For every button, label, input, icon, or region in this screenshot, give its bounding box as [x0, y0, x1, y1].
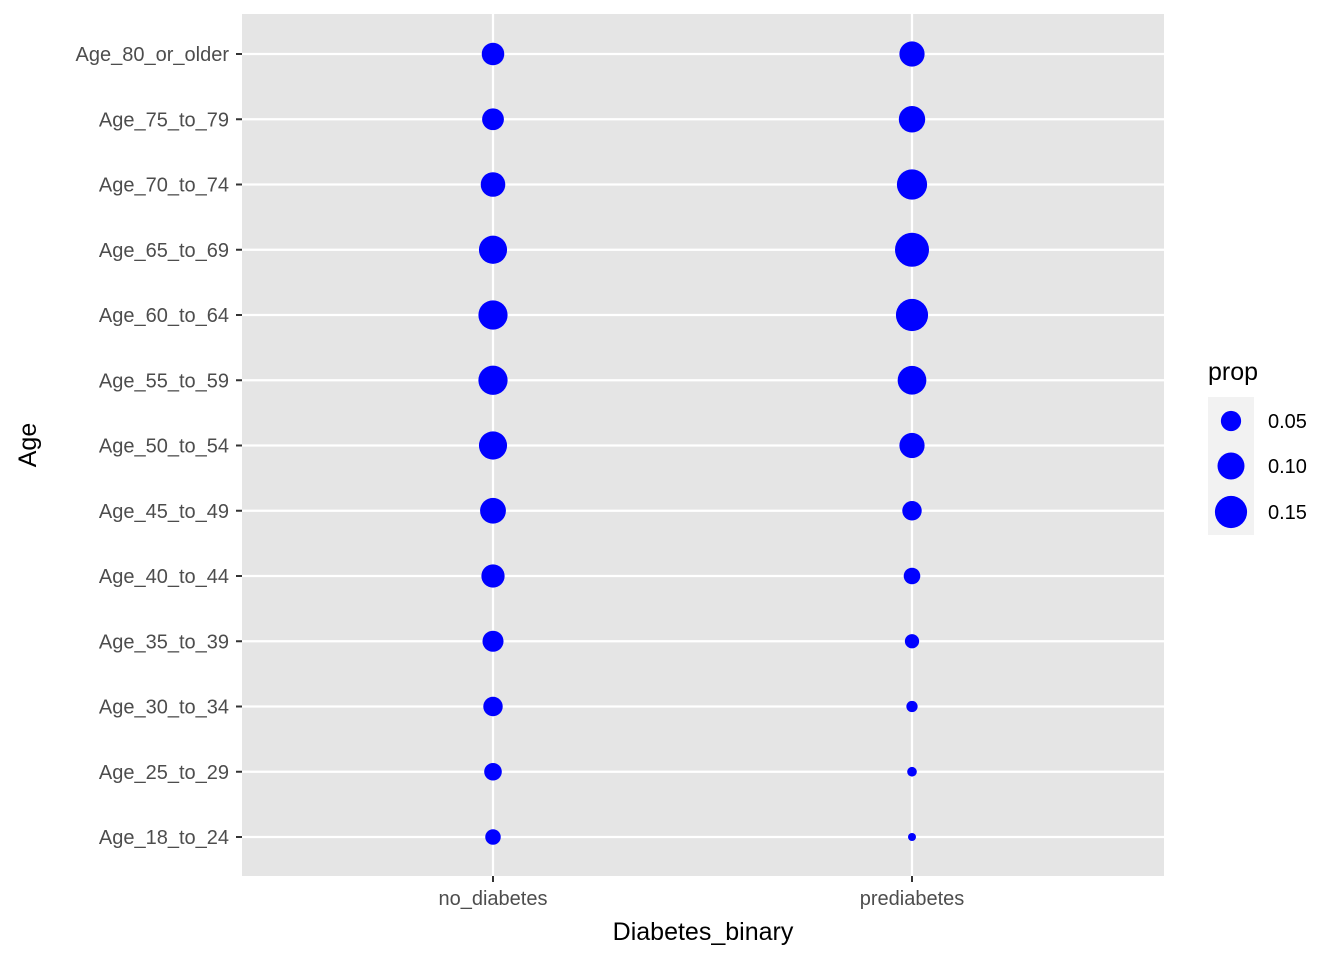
- y-tick-label: Age_35_to_39: [99, 631, 229, 653]
- data-point: [483, 696, 503, 717]
- y-axis-title: Age: [14, 423, 42, 467]
- data-point: [907, 766, 917, 777]
- legend-key: [1214, 495, 1248, 529]
- data-point: [485, 829, 501, 845]
- y-tick-label: Age_75_to_79: [99, 109, 229, 131]
- legend-label: 0.05: [1268, 411, 1307, 433]
- data-point: [899, 432, 925, 459]
- data-point: [903, 567, 921, 585]
- data-point: [480, 497, 506, 524]
- data-point: [478, 235, 508, 264]
- legend: prop 0.05 0.10 0.15: [1208, 358, 1307, 535]
- y-tick-label: Age_45_to_49: [99, 501, 229, 523]
- y-tick-label: Age_60_to_64: [99, 305, 229, 327]
- data-point: [478, 300, 508, 330]
- x-axis-title: Diabetes_binary: [613, 918, 794, 946]
- data-point: [478, 365, 508, 395]
- y-tick-label: Age_25_to_29: [99, 762, 229, 784]
- data-point: [908, 833, 916, 841]
- legend-label: 0.10: [1268, 456, 1307, 478]
- data-point: [902, 501, 922, 521]
- y-tick-label: Age_18_to_24: [99, 827, 229, 849]
- data-point: [899, 41, 925, 67]
- data-point: [895, 298, 929, 332]
- legend-title: prop: [1208, 358, 1258, 386]
- data-point: [895, 232, 929, 267]
- data-point: [484, 762, 502, 781]
- y-tick-label: Age_65_to_69: [99, 240, 229, 262]
- data-point: [897, 365, 927, 395]
- x-tick-label: no_diabetes: [439, 888, 548, 910]
- y-tick-label: Age_50_to_54: [99, 436, 229, 458]
- y-tick-label: Age_55_to_59: [99, 370, 229, 392]
- legend-key: [1220, 410, 1242, 432]
- data-point: [478, 431, 508, 460]
- legend-label: 0.15: [1268, 502, 1307, 524]
- y-tick-label: Age_70_to_74: [99, 175, 229, 197]
- y-tick-label: Age_30_to_34: [99, 697, 229, 719]
- x-tick-label: prediabetes: [860, 888, 965, 910]
- legend-items: 0.05 0.10 0.15: [1214, 410, 1307, 529]
- data-point: [904, 634, 920, 649]
- data-point: [482, 108, 504, 131]
- data-point: [481, 564, 505, 588]
- data-point: [482, 630, 504, 652]
- data-point: [480, 172, 506, 197]
- y-tick-label: Age_80_or_older: [76, 44, 230, 66]
- data-point: [481, 42, 505, 66]
- data-points: [478, 41, 929, 845]
- data-point: [898, 106, 926, 133]
- y-tick-label: Age_40_to_44: [99, 566, 229, 588]
- x-axis: no_diabetes prediabetes: [439, 876, 965, 910]
- data-point: [896, 169, 928, 200]
- y-axis: Age_18_to_24 Age_25_to_29 Age_30_to_34 Age_…: [76, 44, 242, 849]
- legend-key: [1217, 452, 1245, 480]
- data-point: [906, 700, 918, 713]
